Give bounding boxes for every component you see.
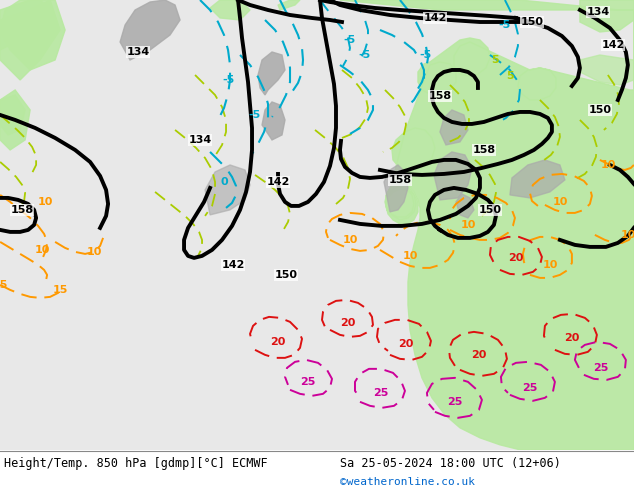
Text: -5: -5 [222,75,234,85]
Text: 20: 20 [270,337,286,347]
Text: 25: 25 [593,363,609,373]
Text: 10: 10 [86,247,102,257]
Text: 20: 20 [340,318,356,328]
Text: 142: 142 [266,177,290,187]
Text: 142: 142 [601,40,624,50]
Text: 10: 10 [342,235,358,245]
Polygon shape [210,0,250,20]
Text: 5: 5 [491,55,499,65]
Text: 150: 150 [588,105,611,115]
Text: 142: 142 [221,260,245,270]
Text: 134: 134 [586,7,609,17]
Text: 10: 10 [403,251,418,261]
Text: 150: 150 [479,205,501,215]
Text: 20: 20 [471,350,487,360]
Polygon shape [0,0,634,450]
Text: 15: 15 [0,280,8,290]
Text: 150: 150 [521,17,543,27]
Polygon shape [580,55,634,85]
Text: 10: 10 [34,245,50,255]
Text: 20: 20 [508,253,524,263]
Polygon shape [434,152,472,200]
Polygon shape [340,0,634,450]
Polygon shape [384,165,408,212]
Text: 10: 10 [600,160,616,170]
Text: 10: 10 [460,220,476,230]
Text: 20: 20 [564,333,579,343]
Text: Sa 25-05-2024 18:00 UTC (12+06): Sa 25-05-2024 18:00 UTC (12+06) [340,457,561,470]
Text: 158: 158 [11,205,34,215]
Polygon shape [0,0,60,80]
Polygon shape [580,0,634,32]
Text: 150: 150 [275,270,297,280]
Text: 25: 25 [301,377,316,387]
Polygon shape [120,0,180,60]
Polygon shape [510,160,565,198]
Text: 158: 158 [472,145,496,155]
Text: 158: 158 [389,175,411,185]
Text: 142: 142 [424,13,446,23]
Text: 5: 5 [506,71,514,81]
Text: 158: 158 [429,91,451,101]
Text: 20: 20 [398,339,413,349]
Polygon shape [205,165,250,215]
Polygon shape [0,95,25,135]
Text: 10: 10 [620,230,634,240]
Text: Height/Temp. 850 hPa [gdmp][°C] ECMWF: Height/Temp. 850 hPa [gdmp][°C] ECMWF [4,457,268,470]
Text: 25: 25 [522,383,538,393]
Text: ©weatheronline.co.uk: ©weatheronline.co.uk [340,477,475,487]
Polygon shape [0,0,50,50]
Text: -5: -5 [359,50,371,60]
Text: -5: -5 [248,110,260,120]
Polygon shape [456,194,474,218]
Text: -5: -5 [344,35,356,45]
Text: 134: 134 [188,135,212,145]
Text: 10: 10 [37,197,53,207]
Polygon shape [262,102,285,140]
Text: 25: 25 [373,388,389,398]
Polygon shape [278,0,300,10]
Text: 0: 0 [220,177,228,187]
Polygon shape [0,0,65,70]
Text: 10: 10 [552,197,567,207]
Polygon shape [0,90,30,150]
Text: 15: 15 [53,285,68,295]
Text: 25: 25 [447,397,463,407]
Text: -5: -5 [420,50,432,60]
Polygon shape [440,110,468,145]
Polygon shape [258,52,285,95]
Text: 10: 10 [542,260,557,270]
Text: -5: -5 [499,20,511,30]
Text: 134: 134 [126,47,150,57]
